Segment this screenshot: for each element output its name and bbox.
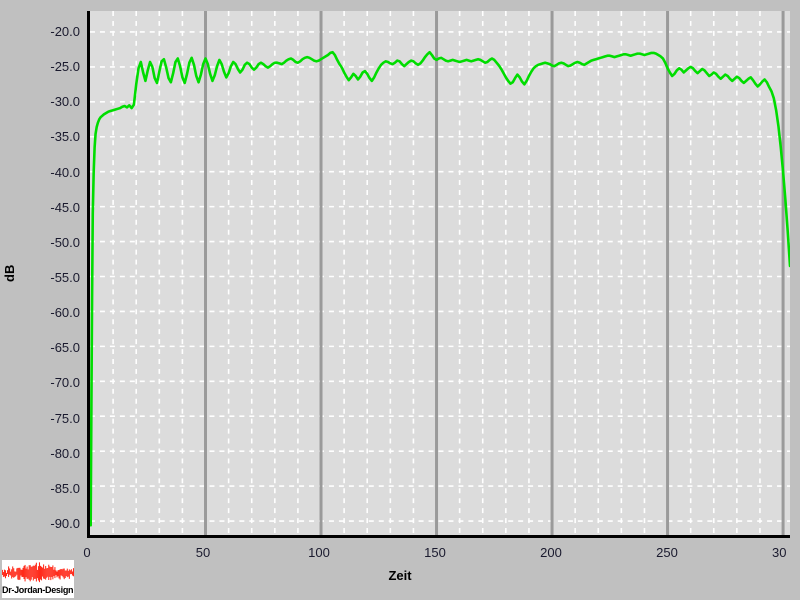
y-tick-label: -75.0 <box>50 410 80 426</box>
y-tick-label: -80.0 <box>50 445 80 461</box>
waveform-icon <box>2 562 74 583</box>
y-tick-label: -60.0 <box>50 305 80 321</box>
y-tick-label: -30.0 <box>50 94 80 110</box>
x-tick-label: 30 <box>772 545 787 560</box>
y-tick-label: -40.0 <box>50 164 80 180</box>
logo-watermark: Dr-Jordan-Design <box>2 560 74 598</box>
x-tick-label: 200 <box>540 545 562 560</box>
y-tick-label: -65.0 <box>50 340 80 356</box>
y-tick-label: -35.0 <box>50 129 80 145</box>
y-tick-label: -20.0 <box>50 24 80 40</box>
x-tick-label: 100 <box>308 545 330 560</box>
x-tick-label: 50 <box>195 545 211 560</box>
y-tick-label: -45.0 <box>50 199 80 215</box>
y-tick-label: -70.0 <box>50 375 80 391</box>
plot-svg <box>90 11 790 535</box>
y-axis-title: dB <box>2 264 17 282</box>
plot-area <box>87 11 790 538</box>
y-tick-label: -85.0 <box>50 480 80 496</box>
x-tick-label: 150 <box>424 545 446 560</box>
x-tick-label: 250 <box>656 545 678 560</box>
y-tick-label: -25.0 <box>50 59 80 75</box>
logo-text: Dr-Jordan-Design <box>2 585 74 595</box>
y-tick-label: -50.0 <box>50 234 80 250</box>
y-tick-label: -90.0 <box>50 515 80 531</box>
y-axis-tick-labels: -20.0 -25.0 -30.0 -35.0 -40.0 -45.0 -50.0 -55.0… <box>0 0 80 600</box>
x-axis-title: Zeit <box>388 568 412 583</box>
x-tick-label: 0 <box>83 545 91 560</box>
y-tick-label: -55.0 <box>50 270 80 285</box>
